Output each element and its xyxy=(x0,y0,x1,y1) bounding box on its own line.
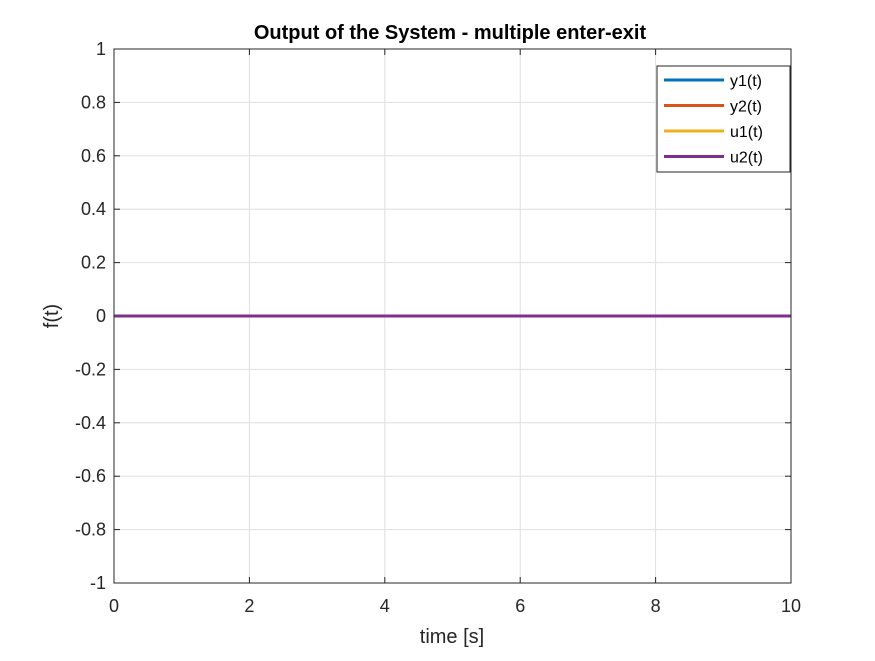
y-tick-label: -0.8 xyxy=(75,520,106,540)
x-tick-label: 0 xyxy=(109,596,119,616)
legend-entry-label: y1(t) xyxy=(730,73,762,90)
y-tick-label: -0.2 xyxy=(75,359,106,379)
y-tick-label: -0.4 xyxy=(75,413,106,433)
y-tick-label: 1 xyxy=(96,39,106,59)
x-tick-label: 2 xyxy=(244,596,254,616)
legend-entry-label: y2(t) xyxy=(730,99,762,116)
chart-title: Output of the System - multiple enter-ex… xyxy=(254,22,647,44)
x-tick-label: 8 xyxy=(651,596,661,616)
x-tick-label: 10 xyxy=(781,596,801,616)
x-tick-label: 4 xyxy=(380,596,390,616)
y-tick-label: 0 xyxy=(96,306,106,326)
grid xyxy=(113,48,792,584)
y-tick-label: 0.2 xyxy=(81,253,106,273)
y-tick-label: -1 xyxy=(90,573,106,593)
x-tick-label: 6 xyxy=(515,596,525,616)
legend-entry-label: u1(t) xyxy=(730,124,763,141)
y-tick-label: 0.4 xyxy=(81,199,106,219)
legend-box xyxy=(656,65,791,173)
legend[interactable]: y1(t) y2(t) u1(t) u2(t) xyxy=(656,65,791,173)
y-tick-labels: 1 0.8 0.6 0.4 0.2 0 -0.2 -0.4 -0.6 -0.8 -1 xyxy=(75,39,106,593)
x-tick-labels: 0 2 4 6 8 10 xyxy=(109,596,801,616)
y-axis-label: f(t) xyxy=(41,304,63,328)
y-tick-label: -0.6 xyxy=(75,466,106,486)
x-axis-label: time [s] xyxy=(420,626,484,648)
plot-frame xyxy=(113,48,792,584)
y-tick-label: 0.8 xyxy=(81,92,106,112)
legend-entry-label: u2(t) xyxy=(730,150,763,167)
y-tick-label: 0.6 xyxy=(81,146,106,166)
